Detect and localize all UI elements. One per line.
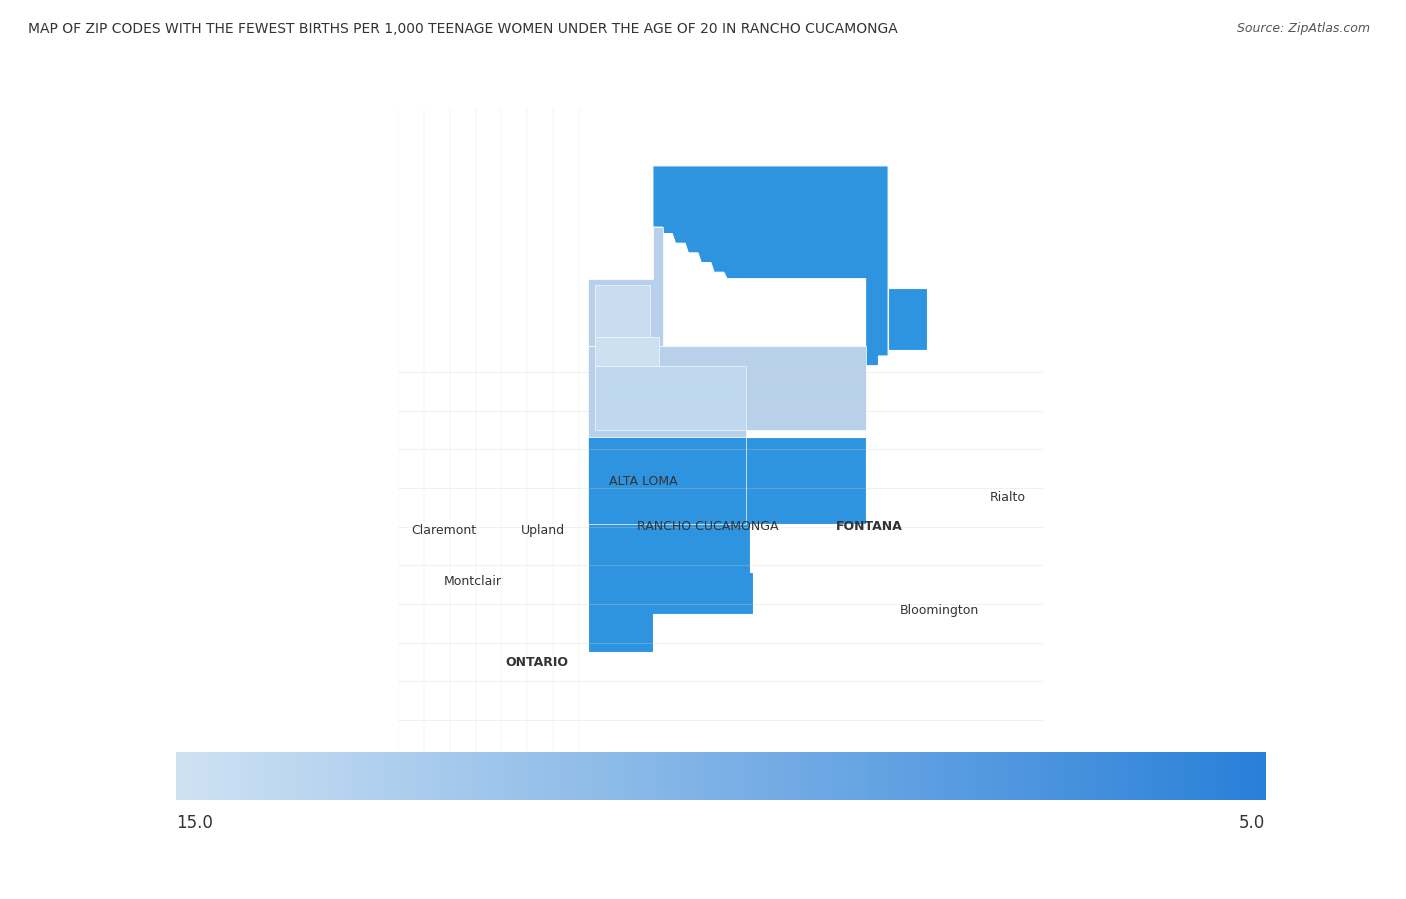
Polygon shape [889, 289, 927, 350]
Polygon shape [589, 437, 747, 523]
Text: Source: ZipAtlas.com: Source: ZipAtlas.com [1237, 22, 1371, 35]
Polygon shape [595, 285, 650, 336]
Text: Claremont: Claremont [411, 523, 477, 537]
Text: Upland: Upland [522, 523, 565, 537]
Text: ONTARIO: ONTARIO [505, 655, 568, 669]
Polygon shape [589, 346, 866, 437]
Text: 15.0: 15.0 [176, 814, 212, 832]
Polygon shape [595, 336, 659, 366]
Polygon shape [589, 437, 866, 653]
Polygon shape [652, 166, 889, 366]
Text: Rialto: Rialto [990, 491, 1025, 504]
Text: RANCHO CUCAMONGA: RANCHO CUCAMONGA [637, 521, 779, 533]
Text: 5.0: 5.0 [1239, 814, 1265, 832]
Text: ALTA LOMA: ALTA LOMA [609, 476, 678, 488]
Text: FONTANA: FONTANA [835, 521, 903, 533]
Polygon shape [595, 366, 747, 430]
Text: Montclair: Montclair [443, 575, 502, 588]
Polygon shape [589, 227, 662, 346]
Text: MAP OF ZIP CODES WITH THE FEWEST BIRTHS PER 1,000 TEENAGE WOMEN UNDER THE AGE OF: MAP OF ZIP CODES WITH THE FEWEST BIRTHS … [28, 22, 898, 37]
Text: Bloomington: Bloomington [900, 604, 980, 617]
